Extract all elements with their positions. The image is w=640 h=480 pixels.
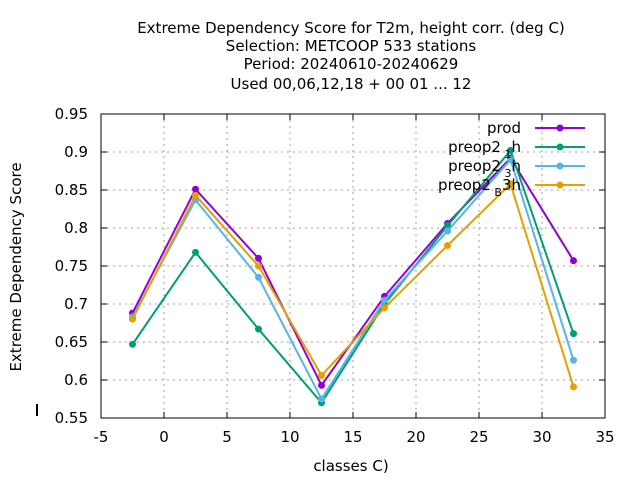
legend-name-sub: 3	[501, 167, 512, 180]
data-point	[507, 146, 514, 154]
legend-label: preop2 3h	[448, 157, 521, 180]
data-point	[255, 262, 262, 270]
data-point	[129, 315, 136, 323]
legend-label: preop2 B3h	[438, 176, 521, 199]
data-point	[570, 257, 577, 265]
data-point	[381, 304, 388, 312]
legend-entry-1: preop2 1h	[448, 138, 585, 161]
legend-swatch-point	[556, 162, 564, 170]
x-tick-label: 5	[222, 428, 232, 446]
legend-name: preop2	[448, 157, 501, 175]
x-tick-label: 30	[532, 428, 551, 446]
data-point	[570, 356, 577, 364]
x-tick-label: 35	[595, 428, 614, 446]
series-line	[131, 148, 575, 405]
data-point	[255, 273, 262, 281]
legend-name-suffix: h	[511, 138, 521, 156]
grid	[101, 114, 605, 418]
y-tick-label: 0.55	[55, 409, 88, 427]
y-tick-label: 0.95	[55, 105, 88, 123]
x-tick-label: 10	[280, 428, 299, 446]
legend-name-sub: B	[491, 186, 502, 199]
data-point	[129, 340, 136, 348]
data-point	[255, 325, 262, 333]
chart-title-line-3: Period: 20240610-20240629	[244, 55, 459, 73]
x-tick-label: -5	[94, 428, 109, 446]
legend-label: preop2 1h	[448, 138, 521, 161]
series-line	[131, 157, 575, 402]
data-point	[381, 296, 388, 304]
chart-title-line-4: Used 00,06,12,18 + 00 01 ... 12	[231, 75, 472, 93]
legend-entry-0: prod	[487, 119, 585, 137]
legend-name: preop2	[438, 176, 491, 194]
data-point	[570, 330, 577, 338]
data-point	[507, 156, 514, 164]
y-tick-label: 0.9	[64, 143, 88, 161]
series-layer	[129, 146, 577, 407]
series-line	[131, 182, 575, 388]
legend-name-suffix: h	[511, 157, 521, 175]
legend-label: prod	[487, 119, 521, 137]
y-axis-label: Extreme Dependency Score	[7, 162, 25, 371]
data-point	[318, 395, 325, 403]
y-tick-label: 0.65	[55, 333, 88, 351]
data-point	[192, 248, 199, 256]
data-point	[444, 241, 451, 249]
data-point	[255, 254, 262, 262]
x-axis-label: classes C)	[313, 457, 388, 475]
x-tick-label: 15	[343, 428, 362, 446]
legend-name-suffix: 3h	[502, 176, 521, 194]
y-tick-label: 0.8	[64, 219, 88, 237]
data-point	[318, 381, 325, 389]
axis-ticks: -5 0 5 10 15 20 25 30 35 0.55 0.6 0.65 0.7 0.75 0.8 0.8…	[36, 105, 615, 446]
series-3	[129, 180, 577, 391]
data-point	[318, 371, 325, 379]
y-tick-label: 0.85	[55, 181, 88, 199]
data-point	[570, 383, 577, 391]
legend-swatch-point	[556, 181, 564, 189]
x-tick-label: 25	[469, 428, 488, 446]
data-point	[444, 222, 451, 230]
y-tick-label: 0.6	[64, 371, 88, 389]
y-tick-label: 0.75	[55, 257, 88, 275]
legend-name: prod	[487, 119, 521, 137]
y-tick-label: 0.7	[64, 295, 88, 313]
data-point	[192, 185, 199, 193]
x-tick-label: 20	[406, 428, 425, 446]
data-point	[192, 191, 199, 199]
legend-swatch-point	[556, 124, 564, 132]
legend-name-sub: 1	[501, 148, 512, 161]
legend-name: preop2	[448, 138, 501, 156]
legend-swatch-point	[556, 143, 564, 151]
data-point	[444, 227, 451, 235]
x-tick-label: 0	[159, 428, 169, 446]
chart-title-line-2: Selection: METCOOP 533 stations	[226, 37, 477, 55]
data-point	[507, 180, 514, 188]
legend-entry-3: preop2 B3h	[438, 176, 585, 199]
chart-title-line-1: Extreme Dependency Score for T2m, height…	[137, 19, 565, 37]
legend-entry-2: preop2 3h	[448, 157, 585, 180]
